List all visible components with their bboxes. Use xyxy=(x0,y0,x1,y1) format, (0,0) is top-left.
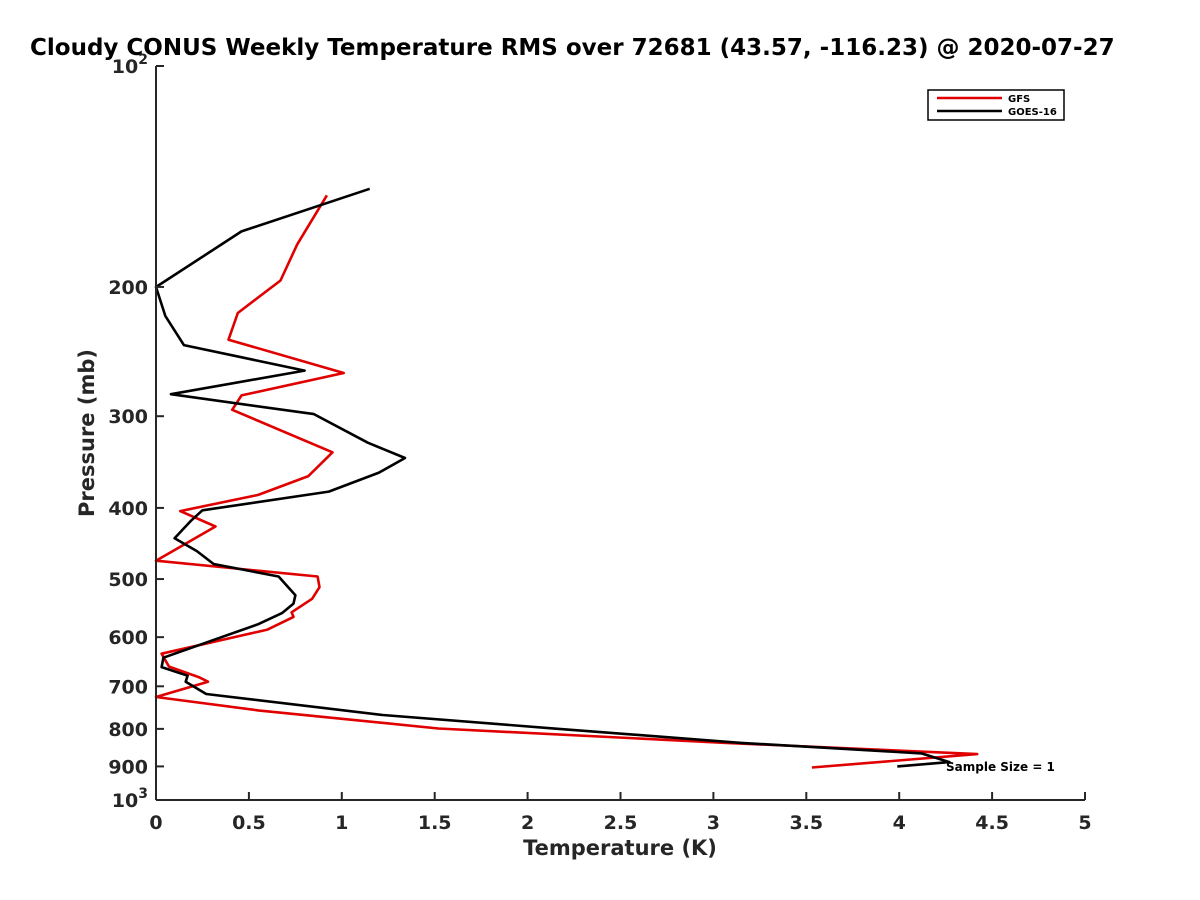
y-tick-base: 10 xyxy=(112,56,138,78)
x-tick-label: 0 xyxy=(149,812,162,834)
y-tick-label: 500 xyxy=(108,569,148,591)
series-line-goes16 xyxy=(154,187,951,768)
y-tick-label: 300 xyxy=(108,406,148,428)
y-tick-label: 600 xyxy=(108,627,148,649)
y-tick-label: 700 xyxy=(108,676,148,698)
legend-box xyxy=(927,89,1065,121)
x-tick-label: 3 xyxy=(707,812,720,834)
y-tick-exponent: 3 xyxy=(138,786,148,802)
x-tick-label: 0.5 xyxy=(232,812,266,834)
legend-label-gfs: GFS xyxy=(1008,94,1030,105)
series-layer xyxy=(154,187,979,769)
y-tick-label: 103 xyxy=(112,786,148,812)
x-tick-label: 1.5 xyxy=(418,812,452,834)
x-axis-ticks: 0 0.5 1 1.5 2 2.5 3 3.5 4 4.5 5 xyxy=(149,792,1092,834)
y-tick-label: 800 xyxy=(108,719,148,741)
y-tick-exponent: 2 xyxy=(138,52,148,68)
x-tick-label: 5 xyxy=(1078,812,1091,834)
legend: GFS GOES-16 xyxy=(927,89,1065,121)
y-tick-label: 400 xyxy=(108,498,148,520)
plot-background xyxy=(156,66,1085,800)
sample-size-annotation: Sample Size = 1 xyxy=(946,760,1055,774)
y-axis-label: Pressure (mb) xyxy=(75,349,99,517)
y-tick-label: 900 xyxy=(108,756,148,778)
x-tick-label: 2 xyxy=(521,812,534,834)
x-axis-label: Temperature (K) xyxy=(523,836,717,860)
x-tick-label: 1 xyxy=(335,812,348,834)
series-line-gfs xyxy=(154,194,979,769)
y-tick-base: 10 xyxy=(112,790,138,812)
y-tick-label: 102 xyxy=(112,52,148,78)
legend-label-goes16: GOES-16 xyxy=(1008,107,1057,118)
x-tick-label: 4 xyxy=(893,812,906,834)
chart-title: Cloudy CONUS Weekly Temperature RMS over… xyxy=(30,35,1115,61)
x-tick-label: 3.5 xyxy=(789,812,823,834)
x-tick-label: 2.5 xyxy=(604,812,638,834)
x-tick-label: 4.5 xyxy=(975,812,1009,834)
y-tick-label: 200 xyxy=(108,277,148,299)
